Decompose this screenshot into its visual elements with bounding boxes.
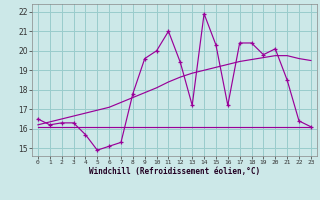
X-axis label: Windchill (Refroidissement éolien,°C): Windchill (Refroidissement éolien,°C): [89, 167, 260, 176]
